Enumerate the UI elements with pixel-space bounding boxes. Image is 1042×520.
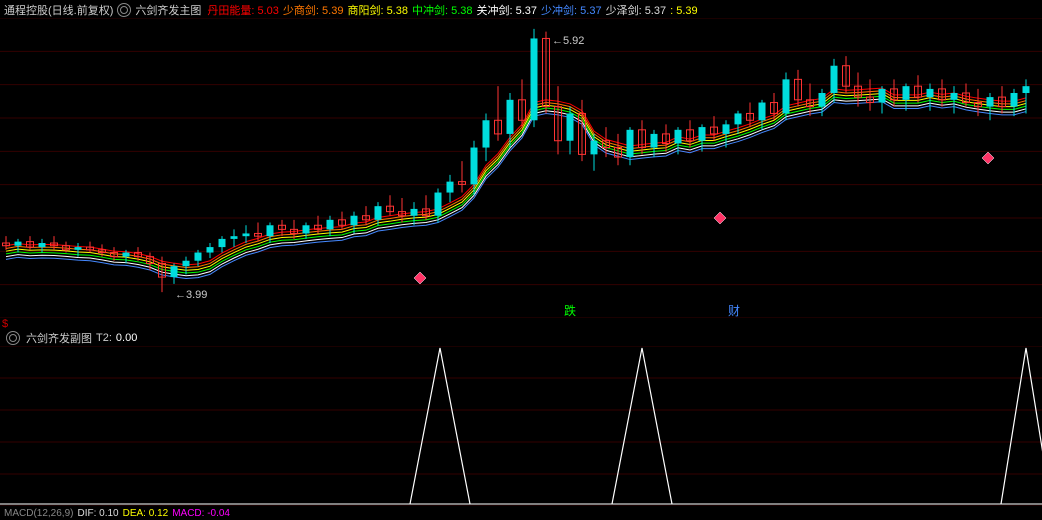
legend-item: 中冲剑: 5.38 [412,5,473,17]
t2-value: 0.00 [116,332,137,344]
gear-icon[interactable] [6,331,20,345]
main-chart[interactable]: ←5.92 ←3.99 跌 财 [0,18,1042,318]
stock-name: 通程控股(日线.前复权) [4,2,113,18]
indicator-name: 六剑齐发主图 [135,2,201,18]
gear-icon[interactable] [117,3,131,17]
bottom-item: DIF: 0.10 [77,508,118,520]
t2-label: T2: [96,332,112,344]
legend-item: 丹田能量: 5.03 [207,5,279,17]
bottom-item: DEA: 0.12 [123,508,169,520]
dollar-icon: $ [2,318,8,330]
bottom-item: MACD: -0.04 [172,508,230,520]
sub-indicator-name: 六剑齐发副图 [26,330,92,346]
legend-item: : 5.39 [670,5,698,17]
bottom-header: MACD(12,26,9) DIF: 0.10 DEA: 0.12MACD: -0.… [4,508,230,520]
legend-item: 少泽剑: 5.37 [606,5,667,17]
sub-chart[interactable] [0,346,1042,506]
sub-header: 六剑齐发副图 T2: 0.00 [4,330,137,346]
svg-text:←5.92: ←5.92 [552,35,584,47]
legend-item: 商阳剑: 5.38 [347,5,408,17]
legend: 丹田能量: 5.03 少商剑: 5.39商阳剑: 5.38 中冲剑: 5.38 关冲剑… [203,2,697,18]
svg-text:财: 财 [728,304,740,318]
legend-item: 少冲剑: 5.37 [541,5,602,17]
legend-item: 关冲剑: 5.37 [477,5,538,17]
bottom-item: MACD(12,26,9) [4,508,73,520]
legend-item: 少商剑: 5.39 [283,5,344,17]
svg-text:跌: 跌 [564,303,576,318]
main-header: 通程控股(日线.前复权) 六剑齐发主图 丹田能量: 5.03 少商剑: 5.39商… [4,2,1042,18]
svg-text:←3.99: ←3.99 [175,289,207,301]
